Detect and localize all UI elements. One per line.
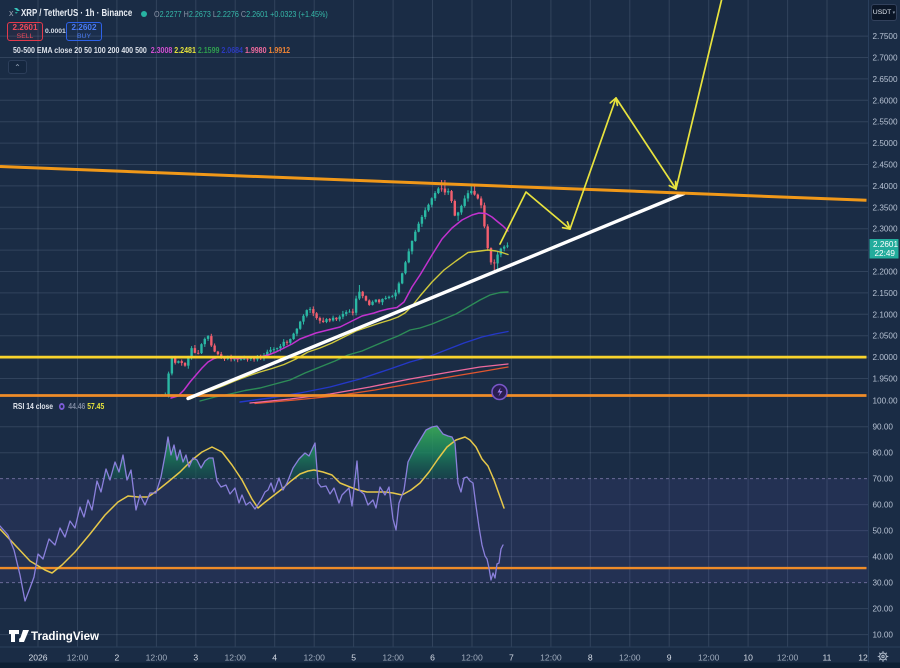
svg-text:2026: 2026 <box>28 653 47 663</box>
svg-text:2.6000: 2.6000 <box>873 96 898 105</box>
svg-text:10.00: 10.00 <box>873 631 894 640</box>
svg-text:2.0500: 2.0500 <box>873 332 898 341</box>
svg-text:20.00: 20.00 <box>873 605 894 614</box>
svg-text:12:00: 12:00 <box>777 653 799 663</box>
svg-text:60.00: 60.00 <box>873 501 894 510</box>
svg-text:2.3000: 2.3000 <box>873 225 898 234</box>
svg-text:12:00: 12:00 <box>461 653 483 663</box>
svg-text:90.00: 90.00 <box>873 423 894 432</box>
svg-text:12:00: 12:00 <box>303 653 325 663</box>
svg-text:9: 9 <box>667 653 672 663</box>
svg-text:2.1000: 2.1000 <box>873 310 898 319</box>
svg-text:80.00: 80.00 <box>873 449 894 458</box>
svg-text:5: 5 <box>351 653 356 663</box>
svg-text:2.7000: 2.7000 <box>873 54 898 63</box>
svg-text:12:00: 12:00 <box>67 653 89 663</box>
svg-text:1.9500: 1.9500 <box>873 375 898 384</box>
svg-text:2.5500: 2.5500 <box>873 118 898 127</box>
svg-text:12:00: 12:00 <box>698 653 720 663</box>
svg-text:2.7500: 2.7500 <box>873 32 898 41</box>
svg-text:12:00: 12:00 <box>382 653 404 663</box>
svg-text:2.5000: 2.5000 <box>873 139 898 148</box>
svg-text:x: x <box>9 8 14 18</box>
svg-text:2.2601: 2.2601 <box>873 240 898 249</box>
svg-text:100.00: 100.00 <box>873 397 898 406</box>
svg-text:8: 8 <box>588 653 593 663</box>
svg-text:12:00: 12:00 <box>224 653 246 663</box>
svg-text:11: 11 <box>823 653 832 663</box>
svg-text:2.4000: 2.4000 <box>873 182 898 191</box>
svg-text:12:00: 12:00 <box>619 653 641 663</box>
svg-text:12: 12 <box>858 653 868 663</box>
svg-text:6: 6 <box>430 653 435 663</box>
svg-text:2.4500: 2.4500 <box>873 161 898 170</box>
svg-text:3: 3 <box>193 653 198 663</box>
svg-text:2.1500: 2.1500 <box>873 289 898 298</box>
svg-text:50.00: 50.00 <box>873 527 894 536</box>
svg-text:12:00: 12:00 <box>146 653 168 663</box>
svg-text:2.3500: 2.3500 <box>873 203 898 212</box>
svg-text:2.0000: 2.0000 <box>873 353 898 362</box>
svg-text:30.00: 30.00 <box>873 579 894 588</box>
svg-text:7: 7 <box>509 653 514 663</box>
svg-text:2.6500: 2.6500 <box>873 75 898 84</box>
svg-text:22:49: 22:49 <box>875 249 896 258</box>
svg-text:2.2000: 2.2000 <box>873 268 898 277</box>
svg-text:70.00: 70.00 <box>873 475 894 484</box>
svg-text:4: 4 <box>272 653 277 663</box>
svg-text:12:00: 12:00 <box>540 653 562 663</box>
svg-text:TradingView: TradingView <box>31 630 100 643</box>
svg-text:40.00: 40.00 <box>873 553 894 562</box>
svg-text:10: 10 <box>743 653 753 663</box>
svg-text:2: 2 <box>115 653 120 663</box>
